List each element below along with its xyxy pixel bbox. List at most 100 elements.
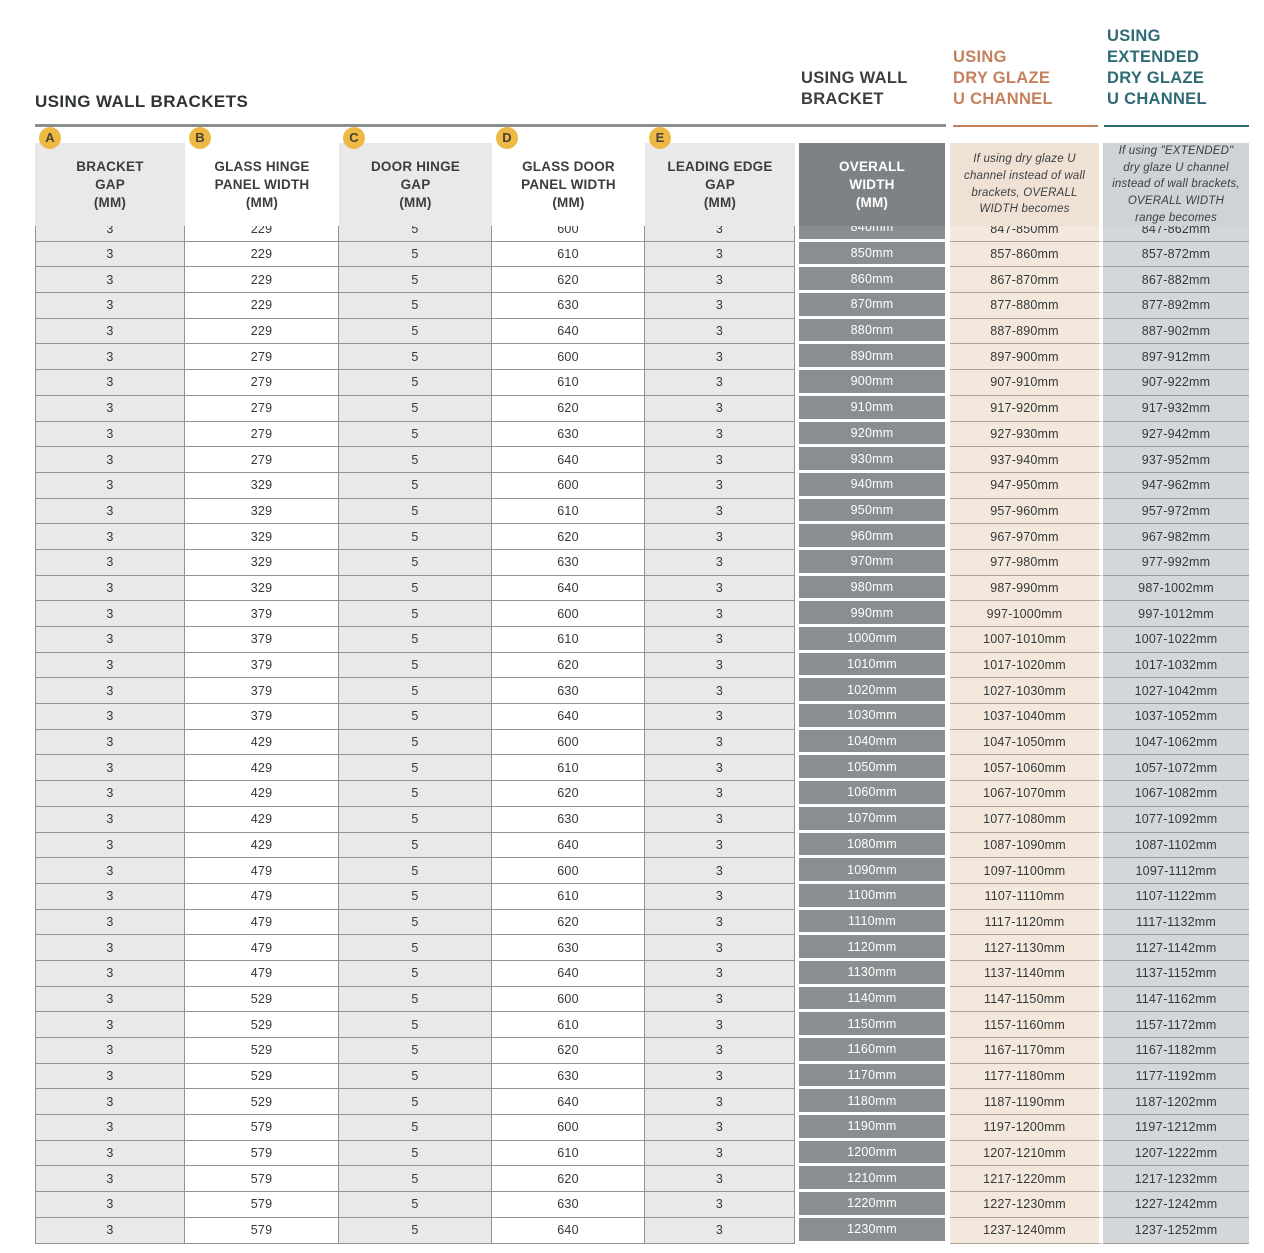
cell-leading-edge-gap: 3 [645, 1063, 795, 1090]
cell-bracket-gap: 3 [35, 935, 185, 961]
cell-glass-hinge-panel-width: 579 [185, 1192, 339, 1218]
table-row: 3 279 5 630 3 920mm 927-930mm 927-942mm [35, 421, 1249, 448]
cell-glass-door-panel-width: 620 [492, 1166, 645, 1193]
cell-dry-glaze-width: 1077-1080mm [950, 806, 1103, 833]
table-row: 3 429 5 610 3 1050mm 1057-1060mm 1057-1072mm [35, 755, 1249, 782]
cell-bracket-gap: 3 [35, 370, 185, 396]
cell-glass-hinge-panel-width: 479 [185, 858, 339, 884]
cell-overall-width: 850mm [795, 241, 950, 268]
cell-dry-glaze-width: 1187-1190mm [950, 1089, 1103, 1116]
cell-overall-width: 1230mm [795, 1217, 950, 1244]
cell-glass-hinge-panel-width: 429 [185, 806, 339, 833]
page-title: USING WALL BRACKETS [35, 92, 249, 111]
table-row: 3 479 5 610 3 1100mm 1107-1110mm 1107-1122mm [35, 883, 1249, 910]
cell-extended-dry-glaze-width: 1027-1042mm [1103, 678, 1249, 705]
cell-overall-width: 880mm [795, 318, 950, 345]
cell-glass-door-panel-width: 640 [492, 447, 645, 473]
cell-overall-width: 950mm [795, 498, 950, 525]
cell-door-hinge-gap: 5 [339, 447, 492, 473]
cell-leading-edge-gap: 3 [645, 395, 795, 422]
cell-glass-hinge-panel-width: 279 [185, 421, 339, 448]
cell-door-hinge-gap: 5 [339, 293, 492, 319]
cell-door-hinge-gap: 5 [339, 472, 492, 499]
cell-dry-glaze-width: 947-950mm [950, 472, 1103, 499]
cell-extended-dry-glaze-width: 1187-1202mm [1103, 1089, 1249, 1116]
table-row: 3 429 5 600 3 1040mm 1047-1050mm 1047-1062mm [35, 729, 1249, 756]
cell-glass-hinge-panel-width: 329 [185, 472, 339, 499]
cell-dry-glaze-width: 907-910mm [950, 370, 1103, 396]
cell-bracket-gap: 3 [35, 678, 185, 705]
cell-glass-door-panel-width: 610 [492, 627, 645, 653]
cell-dry-glaze-width: 1087-1090mm [950, 832, 1103, 859]
cell-dry-glaze-width: 917-920mm [950, 395, 1103, 422]
badge-b: B [189, 127, 211, 149]
cell-glass-door-panel-width: 640 [492, 1089, 645, 1116]
cell-glass-door-panel-width: 610 [492, 241, 645, 268]
cell-door-hinge-gap: 5 [339, 652, 492, 679]
cell-extended-dry-glaze-width: 1087-1102mm [1103, 832, 1249, 859]
cell-leading-edge-gap: 3 [645, 575, 795, 602]
cell-glass-hinge-panel-width: 379 [185, 678, 339, 705]
cell-glass-hinge-panel-width: 279 [185, 344, 339, 371]
divider-extended-dry-glaze [1104, 125, 1249, 127]
cell-bracket-gap: 3 [35, 858, 185, 884]
cell-bracket-gap: 3 [35, 806, 185, 833]
cell-glass-door-panel-width: 600 [492, 858, 645, 884]
cell-overall-width: 1110mm [795, 909, 950, 936]
cell-bracket-gap: 3 [35, 344, 185, 371]
cell-bracket-gap: 3 [35, 1115, 185, 1141]
cell-door-hinge-gap: 5 [339, 549, 492, 576]
cell-glass-door-panel-width: 620 [492, 395, 645, 422]
cell-dry-glaze-width: 1107-1110mm [950, 883, 1103, 910]
cell-glass-hinge-panel-width: 279 [185, 370, 339, 396]
cell-door-hinge-gap: 5 [339, 781, 492, 807]
cell-bracket-gap: 3 [35, 1089, 185, 1116]
cell-leading-edge-gap: 3 [645, 678, 795, 705]
cell-leading-edge-gap: 3 [645, 704, 795, 730]
cell-glass-door-panel-width: 610 [492, 370, 645, 396]
cell-glass-door-panel-width: 640 [492, 704, 645, 730]
table-row: 3 379 5 620 3 1010mm 1017-1020mm 1017-1032mm [35, 652, 1249, 679]
cell-leading-edge-gap: 3 [645, 729, 795, 756]
table-body: 3 229 5 600 3 840mm 847-850mm 847-862mm 3 229 5 610… [35, 216, 1249, 1244]
cell-glass-door-panel-width: 630 [492, 1063, 645, 1090]
cell-dry-glaze-width: 1227-1230mm [950, 1192, 1103, 1218]
column-header-label: OVERALL WIDTH (MM) [839, 158, 905, 210]
cell-door-hinge-gap: 5 [339, 370, 492, 396]
cell-overall-width: 1030mm [795, 704, 950, 730]
table-row: 3 529 5 630 3 1170mm 1177-1180mm 1177-1192mm [35, 1063, 1249, 1090]
column-header-label: If using dry glaze U channel instead of … [964, 153, 1085, 216]
table-row: 3 479 5 630 3 1120mm 1127-1130mm 1127-1142mm [35, 935, 1249, 961]
cell-door-hinge-gap: 5 [339, 421, 492, 448]
cell-leading-edge-gap: 3 [645, 370, 795, 396]
cell-door-hinge-gap: 5 [339, 344, 492, 371]
cell-door-hinge-gap: 5 [339, 1012, 492, 1038]
cell-leading-edge-gap: 3 [645, 549, 795, 576]
cell-dry-glaze-width: 1217-1220mm [950, 1166, 1103, 1193]
cell-leading-edge-gap: 3 [645, 1038, 795, 1064]
column-header-glass-hinge-panel-width: B GLASS HINGE PANEL WIDTH (MM) [185, 127, 339, 227]
cell-glass-door-panel-width: 610 [492, 1012, 645, 1038]
cell-extended-dry-glaze-width: 1007-1022mm [1103, 627, 1249, 653]
cell-extended-dry-glaze-width: 937-952mm [1103, 447, 1249, 473]
table-row: 3 529 5 640 3 1180mm 1187-1190mm 1187-1202mm [35, 1089, 1249, 1116]
cell-leading-edge-gap: 3 [645, 241, 795, 268]
cell-door-hinge-gap: 5 [339, 1192, 492, 1218]
table-row: 3 379 5 610 3 1000mm 1007-1010mm 1007-1022mm [35, 627, 1249, 653]
cell-glass-hinge-panel-width: 329 [185, 575, 339, 602]
cell-glass-hinge-panel-width: 529 [185, 1063, 339, 1090]
cell-glass-hinge-panel-width: 329 [185, 549, 339, 576]
table-row: 3 529 5 600 3 1140mm 1147-1150mm 1147-1162mm [35, 986, 1249, 1013]
cell-glass-door-panel-width: 630 [492, 421, 645, 448]
cell-bracket-gap: 3 [35, 1166, 185, 1193]
size-table: A BRACKET GAP (MM) B GLASS HINGE PANEL W… [35, 127, 1249, 1244]
cell-door-hinge-gap: 5 [339, 395, 492, 422]
cell-dry-glaze-width: 1027-1030mm [950, 678, 1103, 705]
cell-glass-door-panel-width: 640 [492, 832, 645, 859]
column-header-door-hinge-gap: C DOOR HINGE GAP (MM) [339, 127, 492, 227]
table-row: 3 329 5 620 3 960mm 967-970mm 967-982mm [35, 524, 1249, 550]
cell-overall-width: 860mm [795, 267, 950, 294]
table-row: 3 329 5 640 3 980mm 987-990mm 987-1002mm [35, 575, 1249, 602]
cell-extended-dry-glaze-width: 1197-1212mm [1103, 1115, 1249, 1141]
